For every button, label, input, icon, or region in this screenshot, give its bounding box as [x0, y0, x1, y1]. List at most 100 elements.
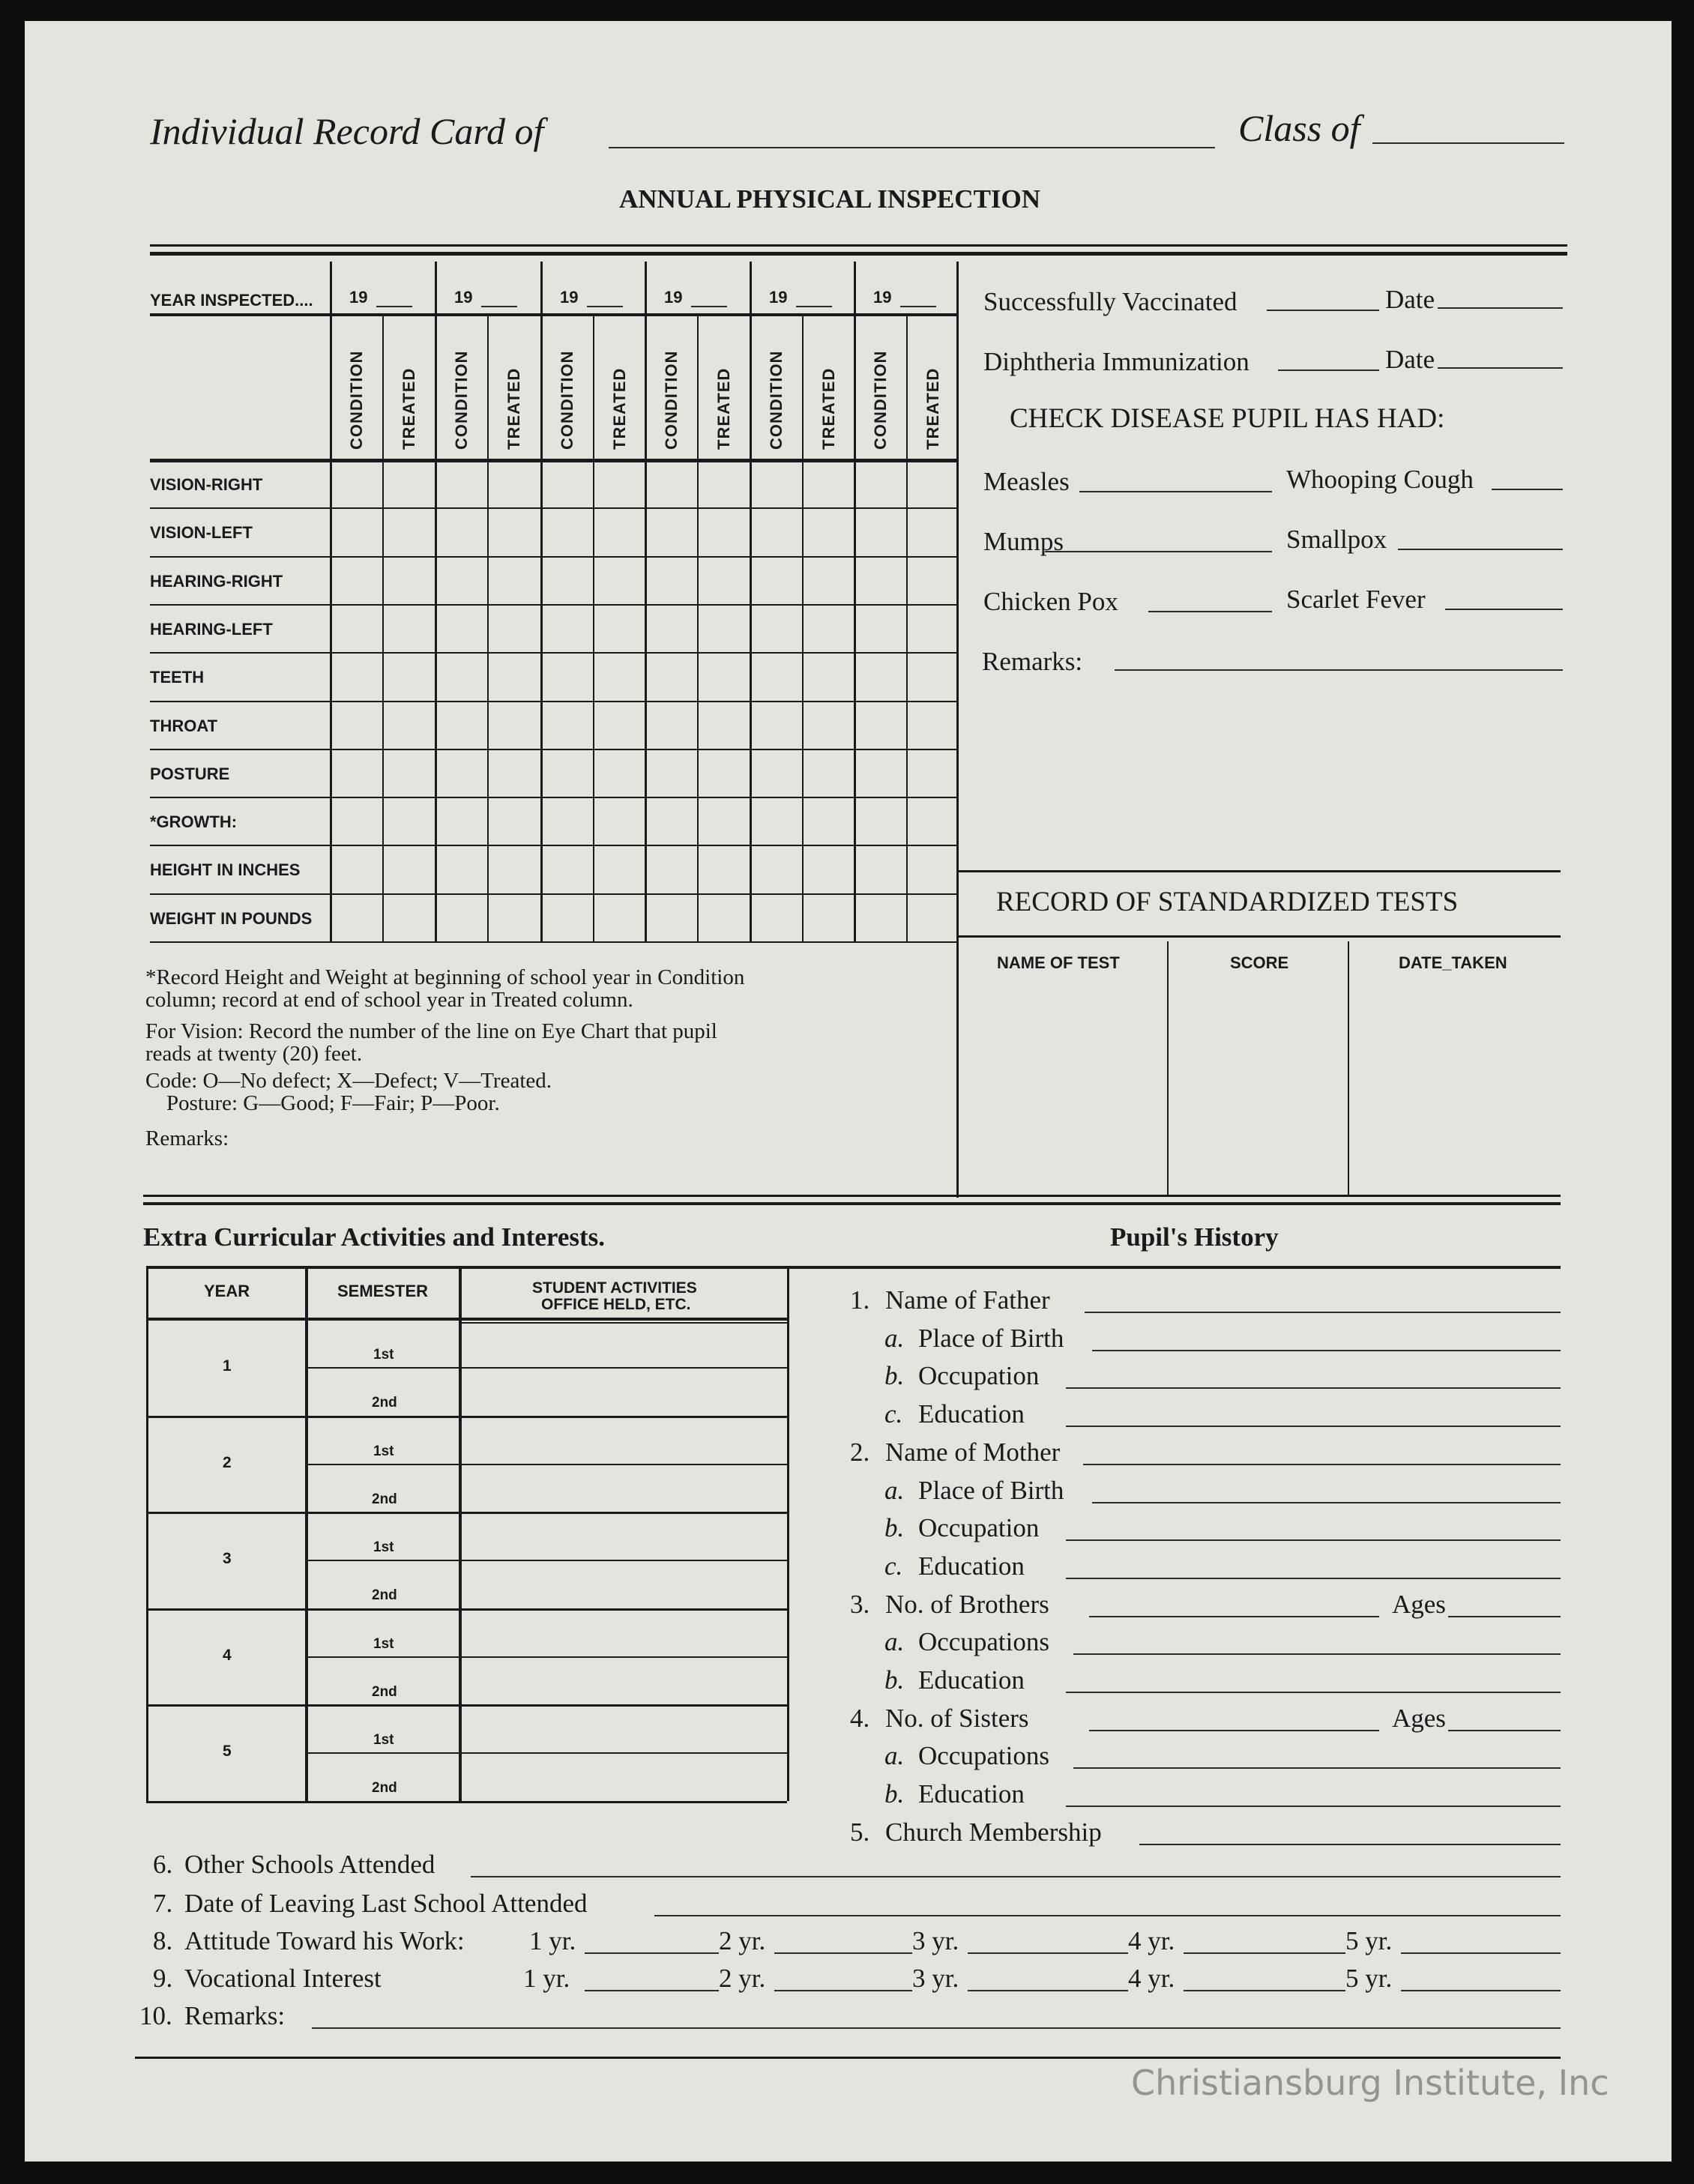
- year-field[interactable]: [481, 306, 517, 307]
- inspection-cell[interactable]: [699, 558, 747, 602]
- vaccinated-date-field[interactable]: [1438, 307, 1563, 309]
- history-field[interactable]: [1083, 1463, 1561, 1465]
- inspection-cell[interactable]: [804, 896, 852, 939]
- student-name-field[interactable]: [609, 147, 1215, 148]
- inspection-cell[interactable]: [856, 896, 904, 939]
- inspection-cell[interactable]: [332, 606, 380, 650]
- year-4-field[interactable]: [1184, 1952, 1345, 1954]
- year-field[interactable]: [691, 306, 727, 307]
- inspection-cell[interactable]: [647, 558, 695, 602]
- remarks-field[interactable]: [1115, 669, 1563, 671]
- activity-cell-second-semester[interactable]: [462, 1370, 784, 1412]
- activity-cell-second-semester[interactable]: [462, 1659, 784, 1701]
- inspection-cell[interactable]: [595, 510, 643, 553]
- inspection-cell[interactable]: [908, 510, 956, 553]
- year-5-field[interactable]: [1401, 1990, 1561, 1991]
- inspection-cell[interactable]: [908, 847, 956, 890]
- inspection-cell[interactable]: [804, 558, 852, 602]
- inspection-cell[interactable]: [804, 606, 852, 650]
- inspection-cell[interactable]: [804, 510, 852, 553]
- history-field[interactable]: [1066, 1426, 1561, 1428]
- inspection-cell[interactable]: [543, 799, 591, 842]
- inspection-cell[interactable]: [908, 896, 956, 939]
- inspection-cell[interactable]: [647, 703, 695, 746]
- inspection-cell[interactable]: [856, 847, 904, 890]
- inspection-cell[interactable]: [699, 847, 747, 890]
- history-field[interactable]: [1066, 1387, 1561, 1390]
- disease-field[interactable]: [1079, 491, 1272, 492]
- inspection-cell[interactable]: [699, 751, 747, 794]
- history-field[interactable]: [1139, 1843, 1561, 1845]
- inspection-cell[interactable]: [385, 462, 432, 505]
- inspection-cell[interactable]: [856, 558, 904, 602]
- inspection-cell[interactable]: [856, 703, 904, 746]
- inspection-cell[interactable]: [489, 510, 537, 553]
- inspection-cell[interactable]: [804, 462, 852, 505]
- activity-cell-first-semester[interactable]: [462, 1515, 784, 1557]
- inspection-cell[interactable]: [385, 799, 432, 842]
- disease-field[interactable]: [1445, 609, 1563, 610]
- year-4-field[interactable]: [1184, 1990, 1345, 1991]
- inspection-cell[interactable]: [543, 654, 591, 698]
- disease-field[interactable]: [1398, 549, 1563, 550]
- inspection-cell[interactable]: [856, 606, 904, 650]
- inspection-cell[interactable]: [752, 654, 800, 698]
- activity-cell-first-semester[interactable]: [462, 1322, 784, 1364]
- history-field[interactable]: [1085, 1312, 1561, 1313]
- inspection-cell[interactable]: [385, 703, 432, 746]
- year-2-field[interactable]: [774, 1990, 912, 1991]
- inspection-cell[interactable]: [699, 606, 747, 650]
- activity-cell-second-semester[interactable]: [462, 1467, 784, 1509]
- inspection-cell[interactable]: [332, 799, 380, 842]
- year-5-field[interactable]: [1401, 1952, 1561, 1954]
- inspection-cell[interactable]: [543, 896, 591, 939]
- inspection-cell[interactable]: [856, 462, 904, 505]
- year-field[interactable]: [587, 306, 623, 307]
- activity-cell-first-semester[interactable]: [462, 1419, 784, 1461]
- inspection-cell[interactable]: [332, 751, 380, 794]
- inspection-cell[interactable]: [489, 751, 537, 794]
- inspection-cell[interactable]: [332, 510, 380, 553]
- bottom-field[interactable]: [654, 1915, 1561, 1916]
- inspection-cell[interactable]: [385, 847, 432, 890]
- inspection-cell[interactable]: [332, 703, 380, 746]
- activity-cell-second-semester[interactable]: [462, 1563, 784, 1605]
- history-field[interactable]: [1066, 1692, 1561, 1693]
- inspection-cell[interactable]: [437, 751, 485, 794]
- diphtheria-date-field[interactable]: [1438, 367, 1563, 369]
- inspection-cell[interactable]: [856, 799, 904, 842]
- inspection-cell[interactable]: [543, 462, 591, 505]
- inspection-cell[interactable]: [595, 462, 643, 505]
- inspection-cell[interactable]: [804, 703, 852, 746]
- inspection-cell[interactable]: [804, 847, 852, 890]
- inspection-cell[interactable]: [699, 799, 747, 842]
- inspection-cell[interactable]: [437, 896, 485, 939]
- inspection-cell[interactable]: [752, 896, 800, 939]
- inspection-cell[interactable]: [647, 606, 695, 650]
- inspection-cell[interactable]: [856, 510, 904, 553]
- inspection-cell[interactable]: [595, 654, 643, 698]
- year-3-field[interactable]: [968, 1952, 1128, 1954]
- class-year-field[interactable]: [1372, 142, 1564, 144]
- year-2-field[interactable]: [774, 1952, 912, 1954]
- year-field[interactable]: [376, 306, 412, 307]
- history-field[interactable]: [1092, 1501, 1561, 1503]
- inspection-cell[interactable]: [489, 606, 537, 650]
- inspection-cell[interactable]: [752, 847, 800, 890]
- inspection-cell[interactable]: [595, 847, 643, 890]
- history-field[interactable]: [1066, 1539, 1561, 1542]
- inspection-cell[interactable]: [543, 558, 591, 602]
- inspection-cell[interactable]: [543, 847, 591, 890]
- bottom-field[interactable]: [312, 2027, 1561, 2029]
- inspection-cell[interactable]: [489, 847, 537, 890]
- inspection-cell[interactable]: [647, 751, 695, 794]
- ages-field[interactable]: [1448, 1615, 1561, 1617]
- inspection-cell[interactable]: [543, 703, 591, 746]
- inspection-cell[interactable]: [856, 751, 904, 794]
- inspection-cell[interactable]: [385, 751, 432, 794]
- inspection-cell[interactable]: [437, 462, 485, 505]
- inspection-cell[interactable]: [595, 751, 643, 794]
- inspection-cell[interactable]: [908, 799, 956, 842]
- inspection-cell[interactable]: [543, 751, 591, 794]
- inspection-cell[interactable]: [595, 799, 643, 842]
